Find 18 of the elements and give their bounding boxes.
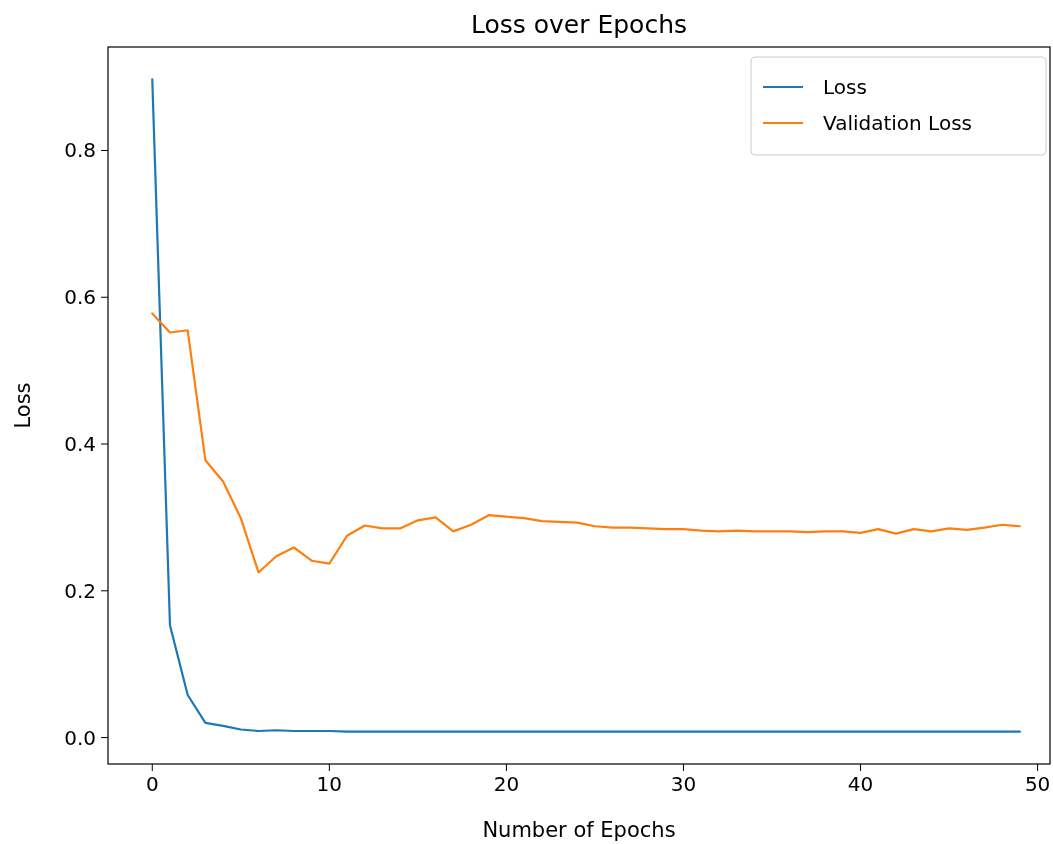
x-tick-label: 10 (316, 772, 343, 796)
y-tick-label: 0.4 (64, 432, 96, 457)
x-tick-label: 0 (145, 772, 159, 796)
x-axis-title: Number of Epochs (482, 818, 676, 842)
y-tick-label: 0.2 (64, 578, 96, 603)
line-series (151, 312, 1021, 574)
chart-title: Loss over Epochs (470, 10, 688, 39)
x-tick-label: 40 (847, 772, 874, 796)
x-tick-label: 20 (493, 772, 520, 796)
y-axis-title: Loss (11, 382, 35, 429)
y-tick-label: 0.8 (64, 138, 96, 163)
line-series (151, 78, 1021, 733)
y-tick-label: 0.6 (64, 285, 96, 310)
legend-label: Loss (823, 75, 867, 99)
legend-label: Validation Loss (823, 111, 972, 135)
x-tick-label: 50 (1024, 772, 1051, 796)
x-tick-label: 30 (670, 772, 697, 796)
y-tick-label: 0.0 (64, 725, 96, 750)
